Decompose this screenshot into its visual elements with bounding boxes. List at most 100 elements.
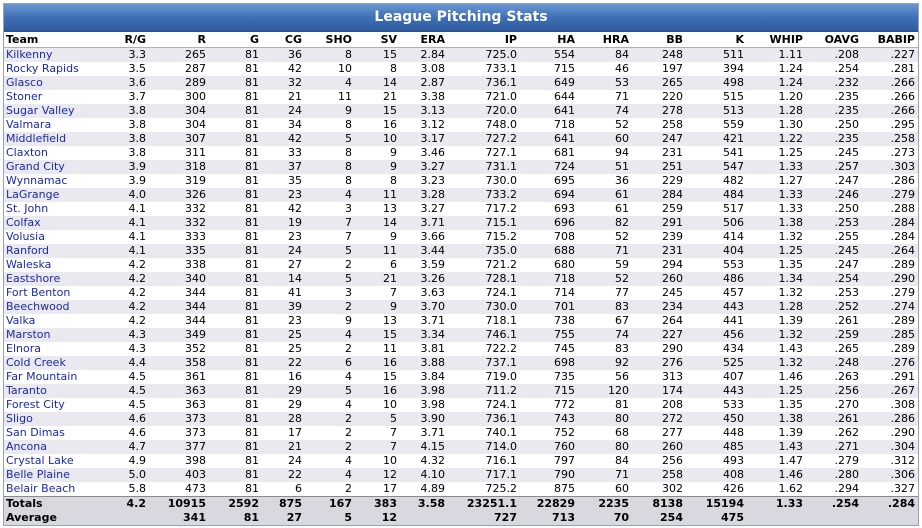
team-link[interactable]: Wynnamac [6, 174, 68, 187]
team-link[interactable]: Taranto [6, 384, 47, 397]
team-link[interactable]: Volusia [6, 230, 45, 243]
column-header-sv[interactable]: SV [355, 32, 400, 48]
stat-cell-bb: 278 [632, 104, 686, 118]
team-link[interactable]: Sligo [6, 412, 33, 425]
column-header-oavg[interactable]: OAVG [806, 32, 862, 48]
average-cell [806, 511, 862, 525]
stat-cell-sho: 9 [305, 104, 355, 118]
column-header-g[interactable]: G [209, 32, 262, 48]
stat-cell-babip: .281 [862, 62, 918, 76]
team-link[interactable]: Valka [6, 314, 36, 327]
team-cell: Middlefield [4, 132, 106, 146]
team-link[interactable]: Elnora [6, 342, 41, 355]
stat-cell-ha: 681 [520, 146, 578, 160]
team-link[interactable]: Waleska [6, 258, 52, 271]
stat-cell-ha: 790 [520, 468, 578, 482]
stat-cell-g: 81 [209, 90, 262, 104]
totals-cell: 3.58 [400, 496, 448, 511]
stat-cell-hra: 60 [578, 132, 632, 146]
team-link[interactable]: Rocky Rapids [6, 62, 79, 75]
team-link[interactable]: Sugar Valley [6, 104, 75, 117]
table-row: Volusia 4.1 333 81 23 7 9 3.66 715.2 708 52 239 414 1… [4, 230, 918, 244]
table-row: Fort Benton 4.2 344 81 41 3 7 3.63 724.1 714 77 245… [4, 286, 918, 300]
stat-cell-cg: 29 [262, 398, 305, 412]
team-link[interactable]: Kilkenny [6, 48, 53, 61]
stat-cell-hra: 68 [578, 426, 632, 440]
stat-cell-g: 81 [209, 146, 262, 160]
team-link[interactable]: Grand City [6, 160, 65, 173]
column-header-ha[interactable]: HA [520, 32, 578, 48]
column-header-team[interactable]: Team [4, 32, 106, 48]
team-link[interactable]: Fort Benton [6, 286, 71, 299]
team-link[interactable]: Stoner [6, 90, 43, 103]
average-cell: 27 [262, 511, 305, 525]
stat-cell-r: 373 [149, 412, 209, 426]
stat-cell-cg: 19 [262, 216, 305, 230]
stat-cell-ip: 719.0 [448, 370, 520, 384]
column-header-whip[interactable]: WHIP [747, 32, 806, 48]
stat-cell-r: 473 [149, 482, 209, 497]
column-header-r-g[interactable]: R/G [106, 32, 149, 48]
stat-cell-sho: 2 [305, 426, 355, 440]
team-link[interactable]: Forest City [6, 398, 65, 411]
stat-cell-ha: 797 [520, 454, 578, 468]
column-header-babip[interactable]: BABIP [862, 32, 918, 48]
stat-cell-r-g: 4.5 [106, 398, 149, 412]
team-link[interactable]: Glasco [6, 76, 43, 89]
column-header-ip[interactable]: IP [448, 32, 520, 48]
table-row: Forest City 4.5 363 81 29 4 10 3.98 724.1 772 81 20… [4, 398, 918, 412]
stat-cell-sv: 15 [355, 328, 400, 342]
stat-cell-cg: 23 [262, 230, 305, 244]
stat-cell-r: 289 [149, 76, 209, 90]
team-link[interactable]: Far Mountain [6, 370, 78, 383]
team-cell: Wynnamac [4, 174, 106, 188]
team-link[interactable]: St. John [6, 202, 49, 215]
stat-cell-k: 486 [686, 272, 747, 286]
team-link[interactable]: Crystal Lake [6, 454, 74, 467]
team-link[interactable]: Eastshore [6, 272, 61, 285]
stat-cell-babip: .258 [862, 132, 918, 146]
stat-cell-sv: 14 [355, 216, 400, 230]
team-cell: Marston [4, 328, 106, 342]
stat-cell-ip: 724.1 [448, 286, 520, 300]
column-header-k[interactable]: K [686, 32, 747, 48]
stat-cell-g: 81 [209, 440, 262, 454]
stat-cell-whip: 1.32 [747, 328, 806, 342]
stat-cell-hra: 74 [578, 328, 632, 342]
column-header-era[interactable]: ERA [400, 32, 448, 48]
column-header-hra[interactable]: HRA [578, 32, 632, 48]
team-link[interactable]: Cold Creek [6, 356, 66, 369]
stat-cell-era: 3.17 [400, 132, 448, 146]
stat-cell-sho: 4 [305, 328, 355, 342]
stat-cell-sho: 2 [305, 300, 355, 314]
team-link[interactable]: Claxton [6, 146, 49, 159]
team-link[interactable]: Colfax [6, 216, 41, 229]
stat-cell-g: 81 [209, 300, 262, 314]
team-link[interactable]: Belair Beach [6, 482, 76, 495]
stat-cell-era: 3.38 [400, 90, 448, 104]
column-header-bb[interactable]: BB [632, 32, 686, 48]
team-link[interactable]: Ancona [6, 440, 47, 453]
team-link[interactable]: Middlefield [6, 132, 67, 145]
column-header-sho[interactable]: SHO [305, 32, 355, 48]
stat-cell-oavg: .246 [806, 188, 862, 202]
team-link[interactable]: LaGrange [6, 188, 60, 201]
stat-cell-sho: 2 [305, 412, 355, 426]
header-row: Team R/G R G CG SHO SV ERA IP HA HRA BB K WHIP OAVG BAB… [4, 32, 918, 48]
team-link[interactable]: Ranford [6, 244, 50, 257]
team-link[interactable]: Belle Plaine [6, 468, 70, 481]
column-header-r[interactable]: R [149, 32, 209, 48]
team-link[interactable]: Beechwood [6, 300, 70, 313]
column-header-cg[interactable]: CG [262, 32, 305, 48]
totals-cell: 22829 [520, 496, 578, 511]
stat-cell-ha: 772 [520, 398, 578, 412]
team-link[interactable]: San Dimas [6, 426, 65, 439]
table-row: Colfax 4.1 332 81 19 7 14 3.71 715.1 696 82 291 506 1… [4, 216, 918, 230]
team-link[interactable]: Valmara [6, 118, 52, 131]
stat-cell-cg: 16 [262, 370, 305, 384]
stat-cell-hra: 82 [578, 216, 632, 230]
table-row: Waleska 4.2 338 81 27 2 6 3.59 721.2 680 59 294 553 1… [4, 258, 918, 272]
stat-cell-era: 4.89 [400, 482, 448, 497]
stat-cell-r: 373 [149, 426, 209, 440]
team-link[interactable]: Marston [6, 328, 51, 341]
